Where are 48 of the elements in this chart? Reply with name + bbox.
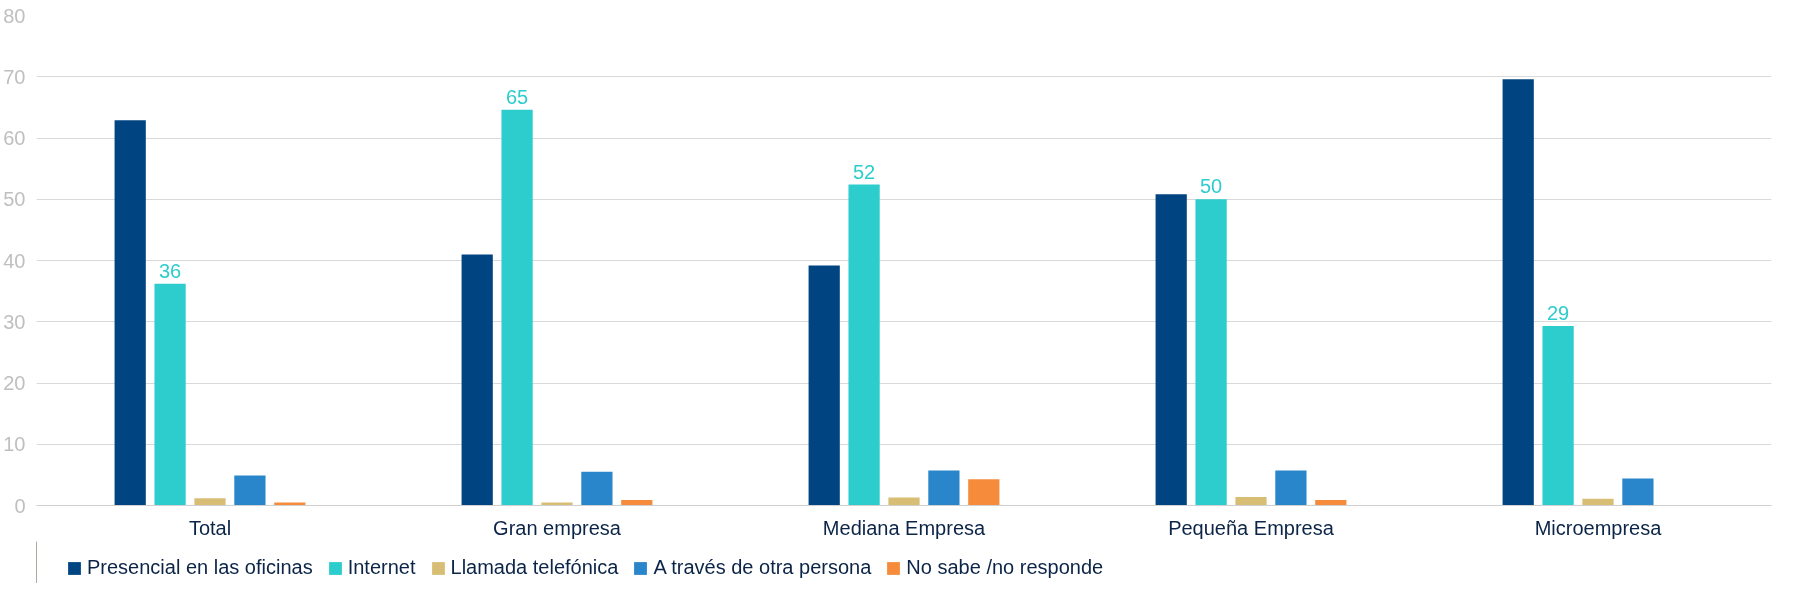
bar [541, 502, 573, 506]
y-tick-label: 40 [3, 249, 26, 272]
y-tick-label: 80 [3, 4, 26, 27]
y-tick-label: 50 [3, 188, 26, 211]
bar [1235, 496, 1267, 506]
y-tick-label: 0 [14, 494, 26, 517]
bar [234, 475, 266, 506]
x-tick-label: Microempresa [1534, 516, 1663, 539]
y-tick-label: 60 [3, 127, 26, 149]
bar [194, 498, 226, 506]
bar [1195, 199, 1227, 506]
legend-label: Internet [347, 556, 416, 579]
bar [888, 497, 920, 506]
bar [1275, 470, 1307, 506]
legend-label: Presencial en las oficinas [87, 556, 313, 579]
bar [461, 254, 493, 506]
bar [154, 283, 186, 506]
bar [114, 120, 146, 506]
bar [1502, 79, 1534, 506]
bar [968, 479, 1000, 506]
bar [1582, 498, 1614, 506]
bar [581, 471, 613, 506]
data-label: 65 [505, 85, 529, 108]
y-tick-label: 20 [3, 372, 26, 394]
legend-label: No sabe /no responde [906, 556, 1104, 579]
y-tick-label: 10 [3, 433, 26, 456]
bar [1542, 326, 1574, 506]
data-label: 29 [1546, 302, 1570, 325]
legend-label: A través de otra persona [653, 556, 872, 579]
x-tick-label: Total [188, 516, 232, 539]
bar [848, 184, 880, 506]
bar [928, 470, 960, 506]
bar [501, 109, 533, 506]
legend-label: Llamada telefónica [450, 556, 619, 579]
y-tick-label: 70 [3, 65, 26, 88]
bar [1155, 194, 1187, 506]
data-label: 36 [158, 259, 182, 282]
bar [808, 265, 840, 506]
data-label: 52 [852, 160, 876, 183]
bar [621, 499, 653, 506]
bar [1622, 478, 1654, 506]
x-tick-label: Mediana Empresa [822, 516, 987, 539]
bar [274, 502, 306, 506]
bar [1315, 499, 1347, 506]
x-tick-label: Gran empresa [493, 516, 622, 539]
data-label: 50 [1199, 175, 1223, 198]
y-tick-label: 30 [3, 310, 26, 333]
x-tick-label: Pequeña Empresa [1168, 516, 1335, 539]
